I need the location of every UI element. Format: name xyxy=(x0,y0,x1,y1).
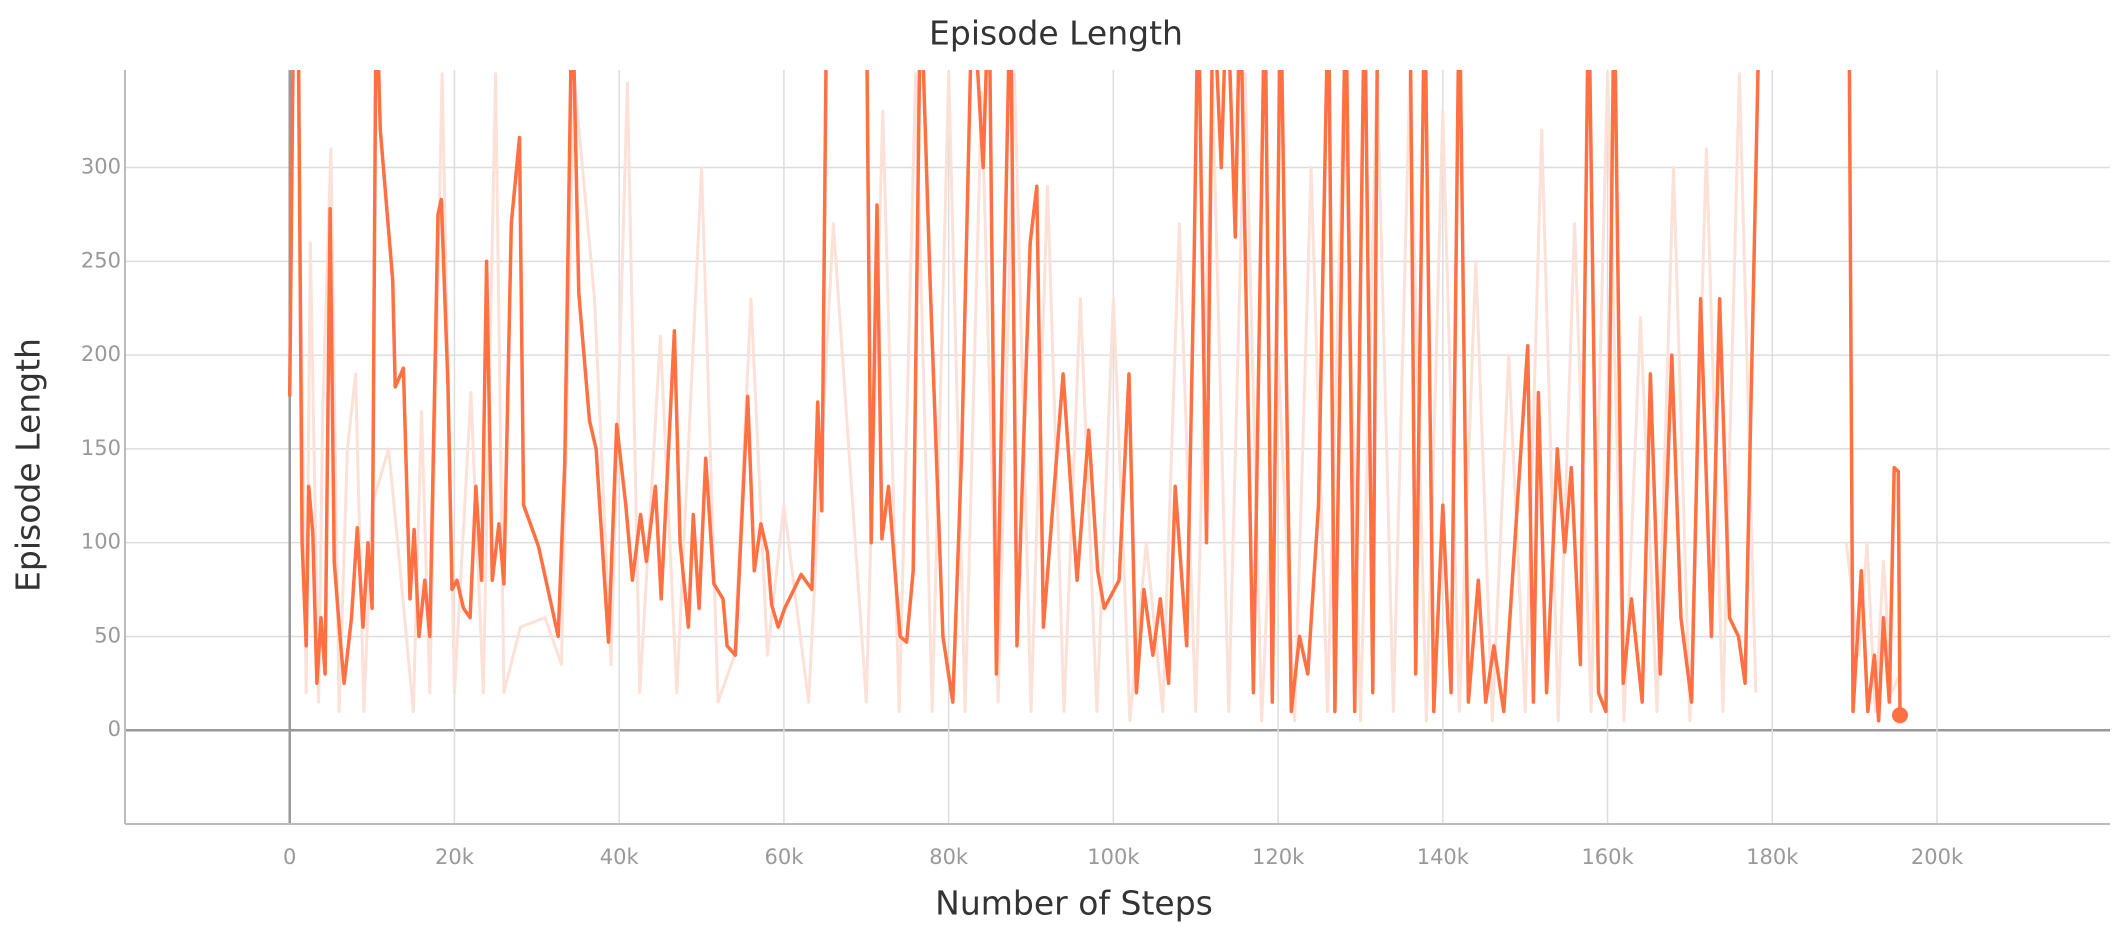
y-tick-label: 0 xyxy=(108,717,121,741)
x-axis-label: Number of Steps xyxy=(935,884,1213,923)
plot-area xyxy=(287,70,1908,724)
y-tick-label: 150 xyxy=(81,436,121,460)
grid xyxy=(125,70,2110,824)
x-tick-label: 180k xyxy=(1746,845,1799,869)
y-tick-label: 50 xyxy=(94,623,121,647)
y-tick-label: 300 xyxy=(81,155,121,179)
last-point-marker xyxy=(1891,707,1908,724)
x-tick-label: 120k xyxy=(1252,845,1305,869)
x-tick-label: 160k xyxy=(1581,845,1634,869)
x-tick-label: 0 xyxy=(283,845,296,869)
y-axis-label: Episode Length xyxy=(9,338,48,592)
x-tick-label: 80k xyxy=(929,845,969,869)
x-tick-label: 200k xyxy=(1911,845,1964,869)
y-tick-label: 250 xyxy=(81,248,121,272)
x-tick-label: 100k xyxy=(1087,845,1140,869)
y-tick-label: 200 xyxy=(81,342,121,366)
y-tick-label: 100 xyxy=(81,530,121,554)
x-tick-label: 20k xyxy=(435,845,475,869)
data-line xyxy=(287,70,1902,723)
x-tick-label: 40k xyxy=(600,845,640,869)
x-tick-label: 140k xyxy=(1417,845,1470,869)
x-tick-label: 60k xyxy=(764,845,804,869)
chart-title: Episode Length xyxy=(929,14,1183,53)
